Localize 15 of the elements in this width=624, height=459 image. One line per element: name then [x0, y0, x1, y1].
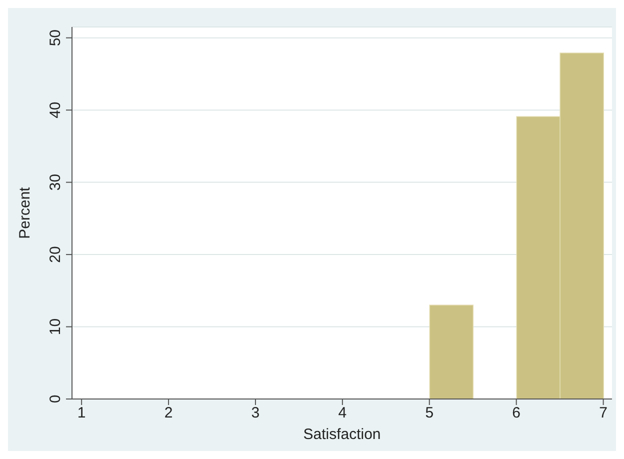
y-tick-label: 30: [47, 174, 64, 191]
y-tick-label: 40: [47, 102, 64, 118]
y-tick-label: 10: [47, 318, 64, 336]
x-tick-label: 5: [425, 404, 434, 422]
x-tick-label: 7: [599, 404, 608, 422]
x-tick-label: 1: [77, 404, 86, 422]
y-axis-title: Percent: [16, 186, 34, 239]
y-tick-label: 0: [47, 394, 64, 404]
y-tick-label: 20: [47, 246, 64, 263]
x-tick-label: 3: [251, 404, 260, 422]
x-tick-label: 6: [512, 404, 521, 422]
y-tick-label: 50: [47, 29, 64, 46]
x-axis-title: Satisfaction: [303, 426, 381, 443]
x-tick-label: 4: [338, 404, 347, 422]
x-tick-label: 2: [164, 404, 173, 422]
